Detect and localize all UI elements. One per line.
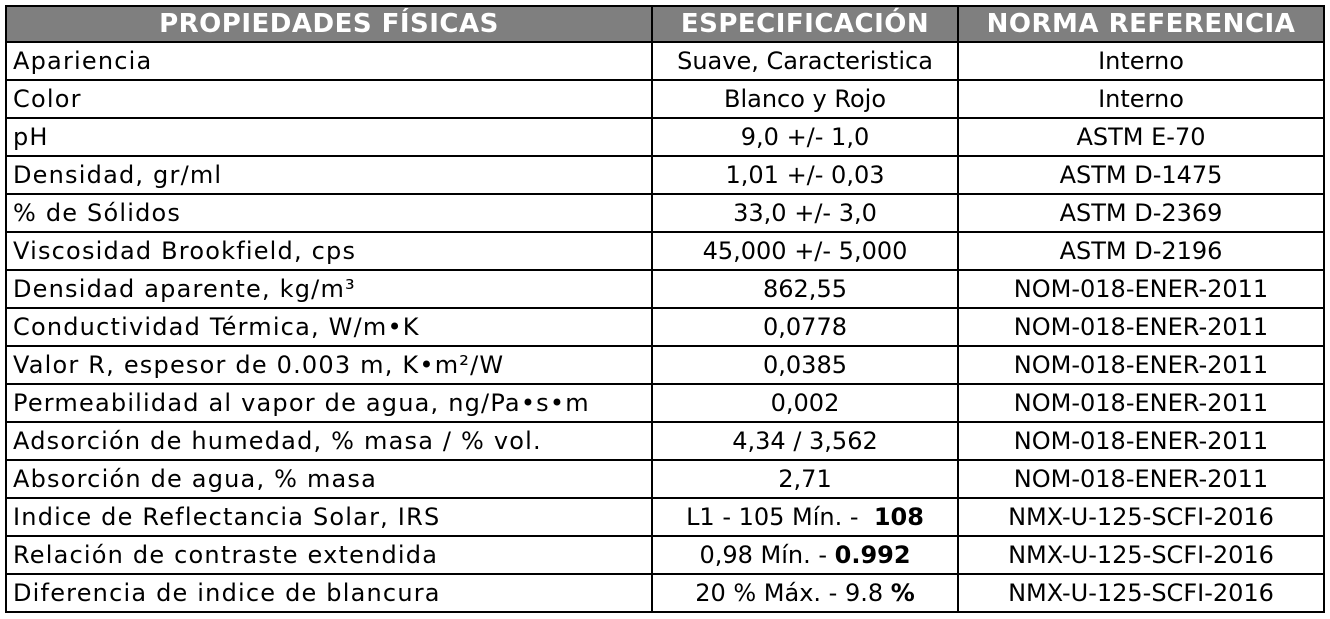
specification-cell: 4,34 / 3,562 — [651, 421, 959, 461]
table-row: Valor R, espesor de 0.003 m, K•m²/W 0,038… — [5, 345, 1325, 385]
table-body: Apariencia Suave, Caracteristica Interno Co… — [5, 41, 1325, 613]
specification-cell: 1,01 +/- 0,03 — [651, 155, 959, 195]
specification-cell: 9,0 +/- 1,0 — [651, 117, 959, 157]
property-cell: Indice de Reflectancia Solar, IRS — [5, 497, 653, 537]
property-cell: Densidad, gr/ml — [5, 155, 653, 195]
reference-norm-cell: NMX-U-125-SCFI-2016 — [957, 535, 1325, 575]
reference-norm-cell: ASTM D-2196 — [957, 231, 1325, 271]
specification-cell: 0,0778 — [651, 307, 959, 347]
header-properties: PROPIEDADES FÍSICAS — [5, 5, 653, 43]
header-reference-norm: NORMA REFERENCIA — [957, 5, 1325, 43]
property-cell: Absorción de agua, % masa — [5, 459, 653, 499]
table-row: Color Blanco y Rojo Interno — [5, 79, 1325, 119]
specification-result: 108 — [873, 503, 924, 531]
specification-text: Suave, Caracteristica — [677, 47, 933, 75]
table-row: Diferencia de indice de blancura 20 % Máx… — [5, 573, 1325, 613]
property-cell: Valor R, espesor de 0.003 m, K•m²/W — [5, 345, 653, 385]
specification-text: L1 - 105 Mín. - — [686, 503, 874, 531]
table-row: Absorción de agua, % masa 2,71 NOM-018-ENE… — [5, 459, 1325, 499]
reference-norm-cell: NOM-018-ENER-2011 — [957, 345, 1325, 385]
specification-text: 862,55 — [763, 275, 847, 303]
reference-norm-cell: ASTM D-2369 — [957, 193, 1325, 233]
specification-cell: Suave, Caracteristica — [651, 41, 959, 81]
specification-text: 0,98 Mín. - — [699, 541, 835, 569]
property-cell: pH — [5, 117, 653, 157]
specification-cell: 0,98 Mín. - 0.992 — [651, 535, 959, 575]
table-header: PROPIEDADES FÍSICAS ESPECIFICACIÓN NORMA… — [5, 5, 1325, 43]
specification-result: % — [890, 579, 915, 607]
header-specification: ESPECIFICACIÓN — [651, 5, 959, 43]
specification-text: 1,01 +/- 0,03 — [725, 161, 885, 189]
reference-norm-cell: Interno — [957, 41, 1325, 81]
specification-text: 20 % Máx. - 9.8 — [695, 579, 891, 607]
specification-text: 2,71 — [778, 465, 832, 493]
property-cell: Relación de contraste extendida — [5, 535, 653, 575]
specification-text: 0,0778 — [763, 313, 847, 341]
reference-norm-cell: NOM-018-ENER-2011 — [957, 307, 1325, 347]
specification-result: 0.992 — [834, 541, 911, 569]
specification-cell: 2,71 — [651, 459, 959, 499]
property-cell: Densidad aparente, kg/m³ — [5, 269, 653, 309]
property-cell: Diferencia de indice de blancura — [5, 573, 653, 613]
property-cell: Viscosidad Brookfield, cps — [5, 231, 653, 271]
specification-cell: 33,0 +/- 3,0 — [651, 193, 959, 233]
reference-norm-cell: NOM-018-ENER-2011 — [957, 421, 1325, 461]
specification-cell: 0,0385 — [651, 345, 959, 385]
table-row: Conductividad Térmica, W/m•K 0,0778 NOM-01… — [5, 307, 1325, 347]
table-row: % de Sólidos 33,0 +/- 3,0 ASTM D-2369 — [5, 193, 1325, 233]
property-cell: % de Sólidos — [5, 193, 653, 233]
specification-cell: 862,55 — [651, 269, 959, 309]
specification-cell: 0,002 — [651, 383, 959, 423]
specification-cell: 45,000 +/- 5,000 — [651, 231, 959, 271]
reference-norm-cell: NMX-U-125-SCFI-2016 — [957, 573, 1325, 613]
specification-text: 45,000 +/- 5,000 — [702, 237, 908, 265]
table-row: Indice de Reflectancia Solar, IRS L1 - 10… — [5, 497, 1325, 537]
reference-norm-cell: NOM-018-ENER-2011 — [957, 383, 1325, 423]
reference-norm-cell: NMX-U-125-SCFI-2016 — [957, 497, 1325, 537]
reference-norm-cell: Interno — [957, 79, 1325, 119]
table-row: Densidad aparente, kg/m³ 862,55 NOM-018-EN… — [5, 269, 1325, 309]
physical-properties-table: PROPIEDADES FÍSICAS ESPECIFICACIÓN NORMA… — [5, 5, 1325, 613]
specification-cell: Blanco y Rojo — [651, 79, 959, 119]
table-row: Permeabilidad al vapor de agua, ng/Pa•s•… — [5, 383, 1325, 423]
property-cell: Adsorción de humedad, % masa / % vol. — [5, 421, 653, 461]
specification-text: 0,0385 — [763, 351, 847, 379]
property-cell: Apariencia — [5, 41, 653, 81]
specification-cell: L1 - 105 Mín. - 108 — [651, 497, 959, 537]
table-row: Densidad, gr/ml 1,01 +/- 0,03 ASTM D-1475 — [5, 155, 1325, 195]
reference-norm-cell: ASTM D-1475 — [957, 155, 1325, 195]
reference-norm-cell: ASTM E-70 — [957, 117, 1325, 157]
specification-text: 4,34 / 3,562 — [732, 427, 878, 455]
table-row: pH 9,0 +/- 1,0 ASTM E-70 — [5, 117, 1325, 157]
reference-norm-cell: NOM-018-ENER-2011 — [957, 269, 1325, 309]
property-cell: Color — [5, 79, 653, 119]
specification-cell: 20 % Máx. - 9.8 % — [651, 573, 959, 613]
specification-text: 0,002 — [770, 389, 840, 417]
table-row: Relación de contraste extendida 0,98 Mín.… — [5, 535, 1325, 575]
header-row: PROPIEDADES FÍSICAS ESPECIFICACIÓN NORMA… — [5, 5, 1325, 43]
table-row: Apariencia Suave, Caracteristica Interno — [5, 41, 1325, 81]
reference-norm-cell: NOM-018-ENER-2011 — [957, 459, 1325, 499]
specification-text: 33,0 +/- 3,0 — [733, 199, 877, 227]
property-cell: Permeabilidad al vapor de agua, ng/Pa•s•… — [5, 383, 653, 423]
table-row: Viscosidad Brookfield, cps 45,000 +/- 5,0… — [5, 231, 1325, 271]
property-cell: Conductividad Térmica, W/m•K — [5, 307, 653, 347]
specification-text: Blanco y Rojo — [723, 85, 887, 113]
table-row: Adsorción de humedad, % masa / % vol. 4,3… — [5, 421, 1325, 461]
specification-text: 9,0 +/- 1,0 — [740, 123, 870, 151]
